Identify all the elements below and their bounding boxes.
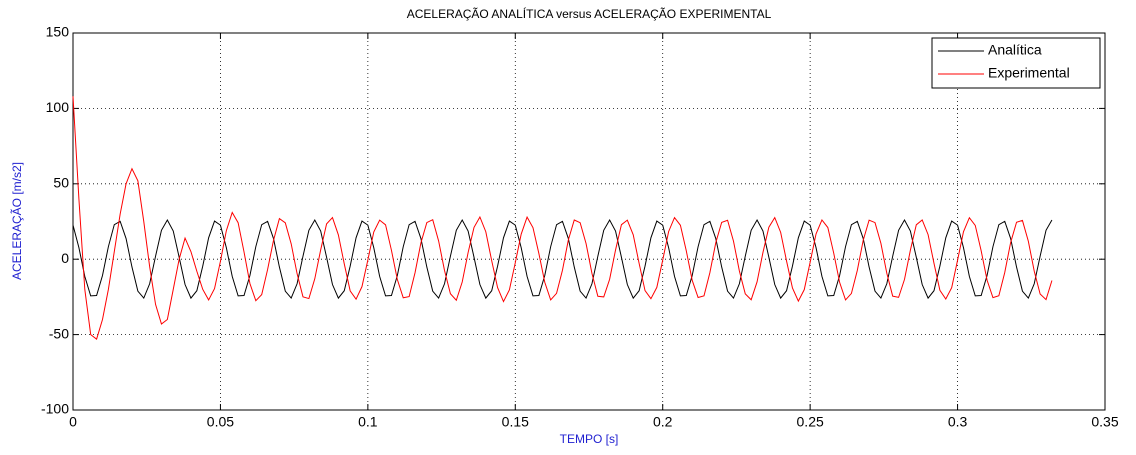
x-tick-label: 0.1 [358, 414, 378, 430]
legend-box [931, 37, 1101, 89]
x-tick-label: 0.2 [653, 414, 673, 430]
plot-frame [72, 32, 1106, 411]
x-tick-label: 0.35 [1091, 414, 1118, 430]
y-tick-label: 0 [61, 250, 69, 266]
x-tick-label: 0.25 [797, 414, 824, 430]
x-tick-label: 0 [69, 414, 77, 430]
x-axis-label: TEMPO [s] [560, 432, 619, 446]
y-tick-label: 100 [46, 99, 70, 115]
y-axis-label: ACELERAÇÃO [m/s2] [10, 162, 24, 280]
y-tick-label: -100 [41, 401, 69, 417]
legend-label: Experimental [988, 65, 1070, 81]
legend-label: Analítica [988, 42, 1042, 58]
y-tick-label: -50 [49, 325, 69, 341]
x-tick-label: 0.05 [207, 414, 234, 430]
series-line [72, 96, 1053, 340]
x-tick-label: 0.3 [948, 414, 968, 430]
x-tick-label: 0.15 [502, 414, 529, 430]
series-line [72, 218, 1053, 300]
chart-title: ACELERAÇÃO ANALÍTICA versus ACELERAÇÃO E… [407, 6, 772, 21]
y-tick-label: 150 [46, 24, 70, 40]
y-tick-label: 50 [53, 175, 69, 191]
